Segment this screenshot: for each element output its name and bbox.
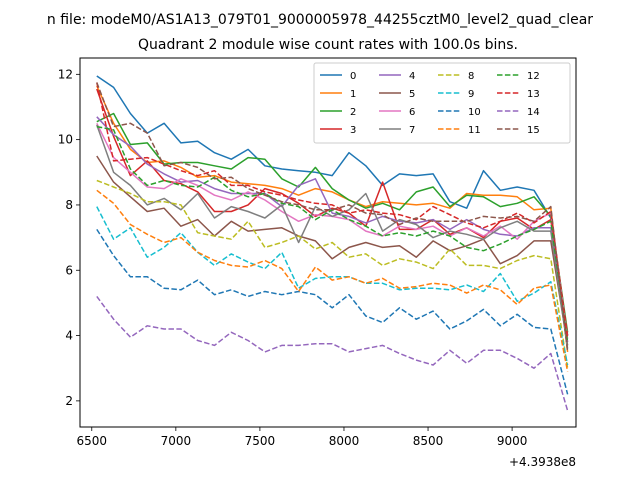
series-line-6: [96, 122, 569, 339]
legend-label-2: 2: [350, 107, 356, 118]
legend-label-6: 6: [409, 107, 415, 118]
legend-label-8: 8: [468, 71, 474, 82]
legend-label-11: 11: [468, 125, 481, 136]
legend-label-1: 1: [350, 89, 356, 100]
series-line-11: [96, 189, 569, 372]
series-line-0: [96, 75, 569, 336]
series-layer: [96, 75, 569, 411]
legend-label-0: 0: [350, 71, 356, 82]
series-line-14: [96, 295, 569, 411]
series-line-2: [96, 112, 569, 333]
x-tick-label: 6500: [76, 434, 107, 448]
legend-box: [313, 62, 571, 144]
legend-label-3: 3: [350, 125, 356, 136]
y-tick-label: 10: [58, 133, 73, 147]
legend-label-10: 10: [468, 107, 481, 118]
series-line-7: [96, 124, 569, 349]
series-line-13: [96, 82, 569, 339]
series-line-1: [96, 85, 569, 352]
series-line-10: [96, 228, 569, 395]
series-line-5: [96, 155, 569, 346]
legend-label-14: 14: [527, 107, 540, 118]
y-axis: 2 4 6 8 10 12: [58, 67, 80, 408]
chart-title: Quadrant 2 module wise count rates with …: [138, 37, 518, 53]
y-tick-label: 4: [65, 329, 73, 343]
y-tick-label: 12: [58, 67, 73, 81]
x-axis: 6500 7000 7500 8000 8500 9000: [76, 427, 527, 448]
legend-label-12: 12: [527, 71, 540, 82]
legend-label-4: 4: [409, 71, 415, 82]
series-line-12: [96, 125, 569, 343]
legend-label-7: 7: [409, 125, 415, 136]
legend-label-15: 15: [527, 125, 540, 136]
series-line-9: [96, 206, 569, 366]
y-tick-label: 2: [65, 394, 73, 408]
x-tick-label: 9000: [497, 434, 528, 448]
x-tick-label: 7000: [161, 434, 192, 448]
series-line-15: [96, 82, 569, 352]
y-tick-label: 8: [65, 198, 73, 212]
x-tick-label: 8000: [329, 434, 360, 448]
series-line-4: [96, 116, 569, 343]
series-line-8: [96, 179, 569, 369]
legend-label-5: 5: [409, 89, 415, 100]
x-tick-label: 7500: [245, 434, 276, 448]
y-tick-label: 6: [65, 263, 73, 277]
legend-label-9: 9: [468, 89, 474, 100]
x-axis-offset-text: +4.3938e8: [509, 455, 576, 469]
x-tick-label: 8500: [413, 434, 444, 448]
plot-frame: [79, 57, 577, 428]
figure-suptitle: n file: modeM0/AS1A13_079T01_9000005978_…: [47, 12, 593, 28]
legend-label-13: 13: [527, 89, 540, 100]
